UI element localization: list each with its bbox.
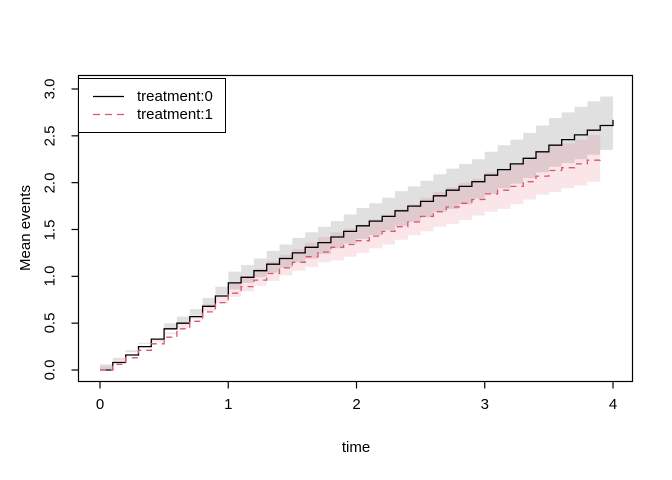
series-line-treatment-0 <box>100 119 614 371</box>
y-tick-label: 0.0 <box>41 359 59 381</box>
y-tick-label: 2.0 <box>41 172 59 194</box>
plot-frame <box>77 74 634 383</box>
x-tick-label: 1 <box>224 396 233 413</box>
x-axis-title: time <box>341 439 371 456</box>
solid-line-swatch-icon <box>93 95 124 98</box>
x-tick-label: 2 <box>352 396 361 413</box>
x-tick-label: 3 <box>480 396 489 413</box>
y-tick-label: 1.5 <box>41 219 59 240</box>
y-axis-title: Mean events <box>17 185 34 271</box>
series-line-treatment-1 <box>100 155 601 371</box>
y-tick-label: 2.5 <box>41 125 59 147</box>
y-tick-label: 3.0 <box>41 78 59 100</box>
confidence-band-treatment-1 <box>100 129 601 370</box>
dashed-line-swatch-icon <box>93 113 124 116</box>
legend: treatment:0 treatment:1 <box>78 78 226 133</box>
legend-label: treatment:0 <box>137 87 213 105</box>
legend-label: treatment:1 <box>137 105 213 123</box>
x-tick-label: 4 <box>608 396 618 413</box>
x-tick-label: 0 <box>95 396 105 413</box>
legend-entry-treatment-1: treatment:1 <box>79 106 225 123</box>
legend-entry-treatment-0: treatment:0 <box>79 88 225 105</box>
y-tick-label: 0.5 <box>41 312 59 334</box>
y-tick-label: 1.0 <box>41 265 59 287</box>
